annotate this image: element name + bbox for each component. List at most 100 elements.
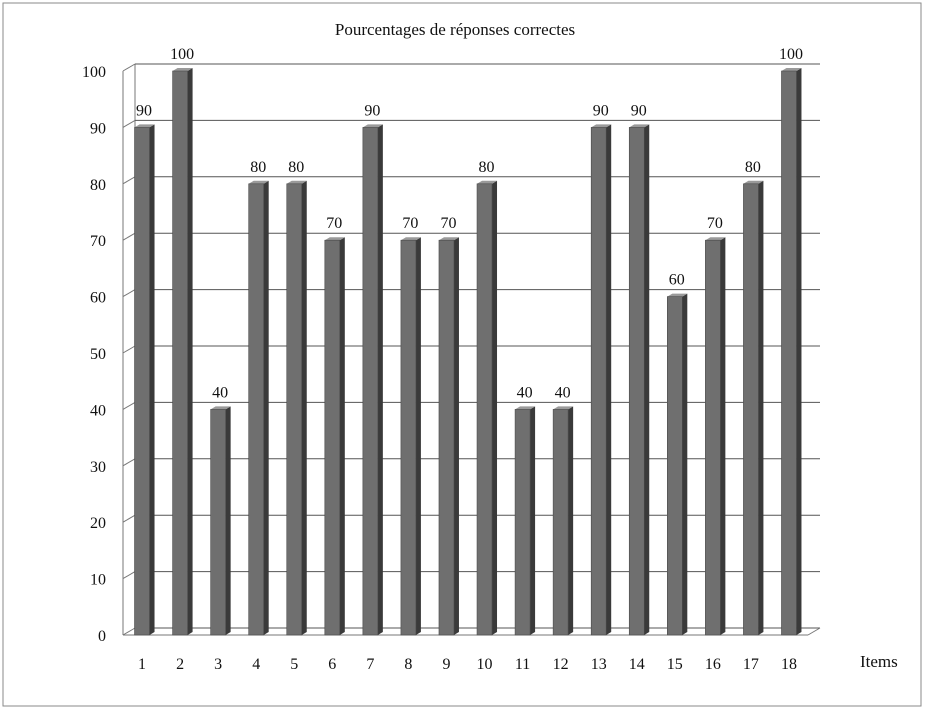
x-axis-title: Items — [860, 652, 898, 671]
gridline-depth-80 — [122, 176, 136, 185]
bar-side — [339, 237, 345, 635]
data-label: 40 — [555, 384, 571, 401]
bar — [628, 127, 645, 636]
y-tick-label: 50 — [90, 346, 106, 363]
bar — [476, 183, 493, 636]
y-tick-label: 0 — [98, 628, 106, 645]
x-tick-label: 15 — [667, 656, 683, 673]
bar — [362, 127, 379, 636]
bar-top — [362, 124, 383, 128]
data-label: 90 — [364, 102, 380, 119]
bar — [438, 239, 455, 636]
x-tick-label: 10 — [477, 656, 493, 673]
data-label: 100 — [779, 46, 803, 63]
bar-top — [629, 124, 650, 128]
bar-top — [553, 406, 574, 410]
gridline-depth-100 — [122, 63, 136, 72]
x-axis-tick-labels: 1 2 3 4 5 6 7 8 9 10 11 12 13 14 15 16 17 18 — [138, 656, 797, 673]
bar — [172, 70, 188, 636]
y-tick-label: 60 — [90, 290, 106, 307]
bar-side — [568, 406, 574, 635]
y-tick-label: 20 — [90, 515, 106, 532]
bar-top — [134, 124, 155, 128]
gridline-depth-90 — [122, 119, 136, 128]
data-label: 90 — [136, 102, 152, 119]
bar-side — [720, 237, 726, 635]
x-tick-label: 18 — [781, 656, 797, 673]
bar-side — [606, 124, 612, 636]
x-tick-label: 8 — [404, 656, 412, 673]
bar-top — [400, 237, 421, 241]
bar — [705, 239, 721, 636]
bar-item-17 — [743, 180, 764, 636]
bar-top — [248, 180, 269, 184]
data-label: 70 — [326, 215, 342, 232]
bar-item-9 — [438, 237, 459, 636]
bar-item-14 — [628, 124, 650, 636]
gridline-depth-50 — [122, 345, 136, 354]
bar-top — [591, 124, 612, 128]
bar-item-16 — [705, 237, 726, 636]
bar — [286, 183, 303, 636]
gridline-depth-70 — [122, 232, 136, 241]
bar-item-7 — [362, 124, 383, 636]
gridline-depth-0 — [122, 627, 136, 636]
bar-top — [743, 180, 764, 184]
bar-side — [530, 406, 536, 635]
data-label: 70 — [440, 215, 456, 232]
bar-side — [758, 180, 764, 636]
gridline-depth-30 — [122, 458, 136, 467]
bar-side — [263, 180, 269, 636]
bar-item-10 — [476, 180, 498, 636]
bar-item-8 — [400, 237, 421, 636]
bar — [590, 127, 607, 636]
bar — [134, 127, 150, 636]
bar-item-5 — [286, 180, 307, 636]
x-tick-label: 14 — [629, 656, 645, 673]
bar-top — [210, 406, 231, 410]
bar-item-1 — [134, 124, 155, 636]
bar-side — [682, 293, 688, 635]
bar-top — [515, 406, 536, 410]
gridline-depth-10 — [122, 571, 136, 580]
bar — [781, 70, 797, 636]
x-tick-label: 3 — [214, 656, 222, 673]
x-tick-label: 6 — [328, 656, 336, 673]
data-label: 40 — [212, 384, 228, 401]
bar — [248, 183, 264, 636]
bar — [210, 409, 226, 636]
bar-item-11 — [514, 406, 536, 636]
bar-side — [149, 124, 155, 636]
data-label: 60 — [669, 272, 685, 289]
data-label: 90 — [631, 102, 647, 119]
data-label: 40 — [517, 384, 533, 401]
data-label: 80 — [250, 159, 266, 176]
chart-title: Pourcentages de réponses correctes — [335, 20, 575, 39]
data-label: 70 — [402, 215, 418, 232]
y-tick-label: 100 — [82, 64, 106, 81]
bar-side — [796, 68, 802, 635]
bar-side — [644, 124, 650, 636]
bar-item-12 — [552, 406, 574, 636]
bar-item-2 — [172, 68, 193, 636]
bar-side — [377, 124, 383, 636]
bar-item-13 — [590, 124, 612, 636]
bar — [400, 239, 417, 636]
bar-top — [286, 180, 307, 184]
bar-top — [172, 68, 193, 71]
x-tick-label: 2 — [176, 656, 184, 673]
bar-side — [225, 406, 231, 635]
bar-top — [324, 237, 345, 241]
bar-side — [187, 68, 193, 635]
x-tick-label: 11 — [515, 656, 530, 673]
bar — [743, 183, 759, 636]
gridline-depth-60 — [122, 289, 136, 298]
bar — [552, 409, 569, 636]
bar-item-4 — [248, 180, 269, 636]
bar-top — [705, 237, 726, 241]
x-tick-label: 12 — [553, 656, 569, 673]
bar — [324, 239, 341, 636]
bar-side — [453, 237, 459, 635]
